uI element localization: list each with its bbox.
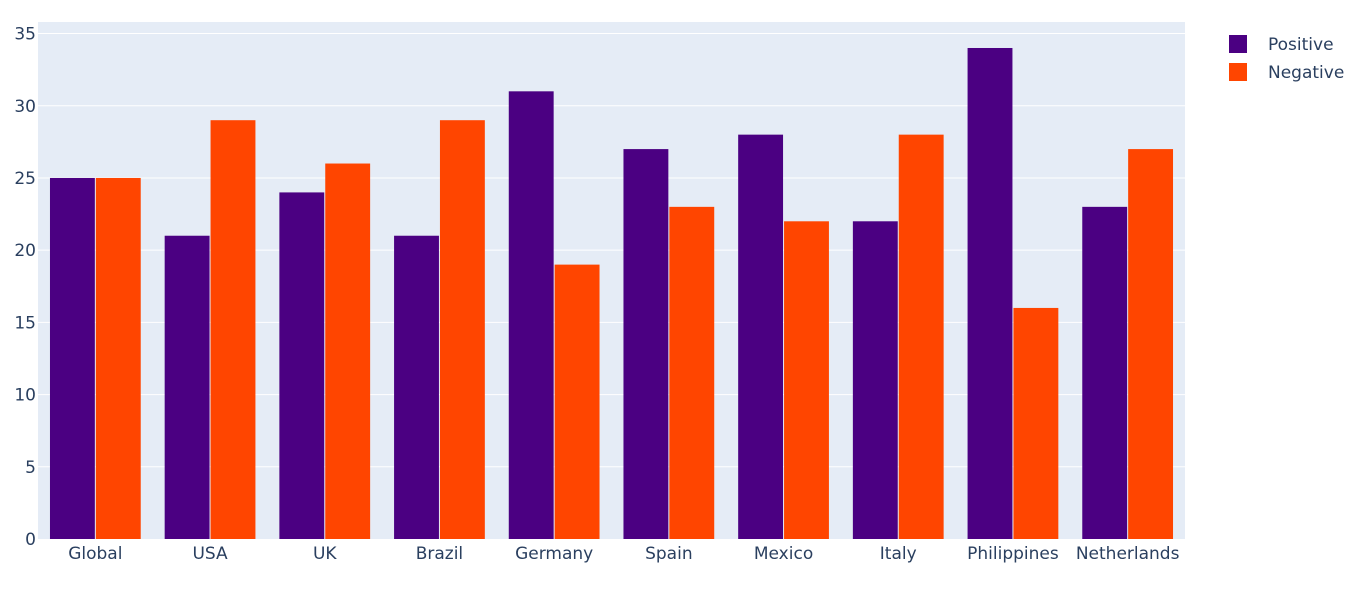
- bar-positive-spain: [623, 149, 669, 539]
- y-tick-label: 15: [14, 313, 36, 333]
- x-tick-label: Philippines: [967, 544, 1059, 564]
- bar-positive-netherlands: [1082, 206, 1128, 539]
- bar-negative-philippines: [1013, 307, 1059, 539]
- bar-positive-uk: [279, 192, 325, 539]
- bar-negative-spain: [669, 206, 715, 539]
- bar-series: [49, 47, 1174, 540]
- y-tick-label: 20: [14, 241, 36, 261]
- y-tick-label: 30: [14, 97, 36, 117]
- bar-negative-italy: [898, 134, 944, 539]
- y-tick-label: 5: [25, 458, 36, 478]
- y-tick-label: 25: [14, 169, 36, 189]
- bar-positive-global: [49, 177, 95, 539]
- plot-background: [38, 22, 1185, 539]
- legend-swatch-negative: [1229, 63, 1247, 81]
- x-tick-label: UK: [313, 544, 337, 564]
- x-tick-label: Italy: [880, 544, 917, 564]
- bar-negative-netherlands: [1128, 149, 1174, 539]
- bar-positive-mexico: [738, 134, 784, 539]
- bar-negative-uk: [325, 163, 371, 539]
- x-tick-label: Mexico: [754, 544, 813, 564]
- bar-negative-usa: [210, 120, 256, 540]
- x-tick-label: Global: [68, 544, 122, 564]
- bar-positive-usa: [164, 235, 210, 539]
- bar-positive-philippines: [967, 47, 1013, 539]
- bar-negative-germany: [554, 264, 600, 539]
- legend: Positive Negative: [1229, 35, 1344, 83]
- legend-swatch-positive: [1229, 35, 1247, 53]
- legend-label-positive: Positive: [1268, 35, 1334, 55]
- bar-positive-brazil: [394, 235, 439, 539]
- bar-negative-brazil: [439, 120, 485, 540]
- bar-negative-mexico: [784, 221, 829, 539]
- bar-positive-italy: [852, 221, 898, 539]
- x-axis: Global USA UK Brazil Germany Spain Mexico Italy…: [68, 544, 1179, 564]
- x-tick-label: Netherlands: [1076, 544, 1180, 564]
- bar-positive-germany: [508, 91, 554, 540]
- y-tick-label: 10: [14, 386, 36, 406]
- legend-label-negative: Negative: [1268, 63, 1344, 83]
- y-axis: 0 5 10 15 20 25 30 35: [14, 25, 36, 550]
- y-tick-label: 35: [14, 25, 36, 45]
- x-tick-label: USA: [192, 544, 228, 564]
- x-tick-label: Brazil: [416, 544, 463, 564]
- y-tick-label: 0: [25, 530, 36, 550]
- bar-negative-global: [95, 177, 141, 539]
- x-tick-label: Germany: [515, 544, 593, 564]
- x-tick-label: Spain: [645, 544, 693, 564]
